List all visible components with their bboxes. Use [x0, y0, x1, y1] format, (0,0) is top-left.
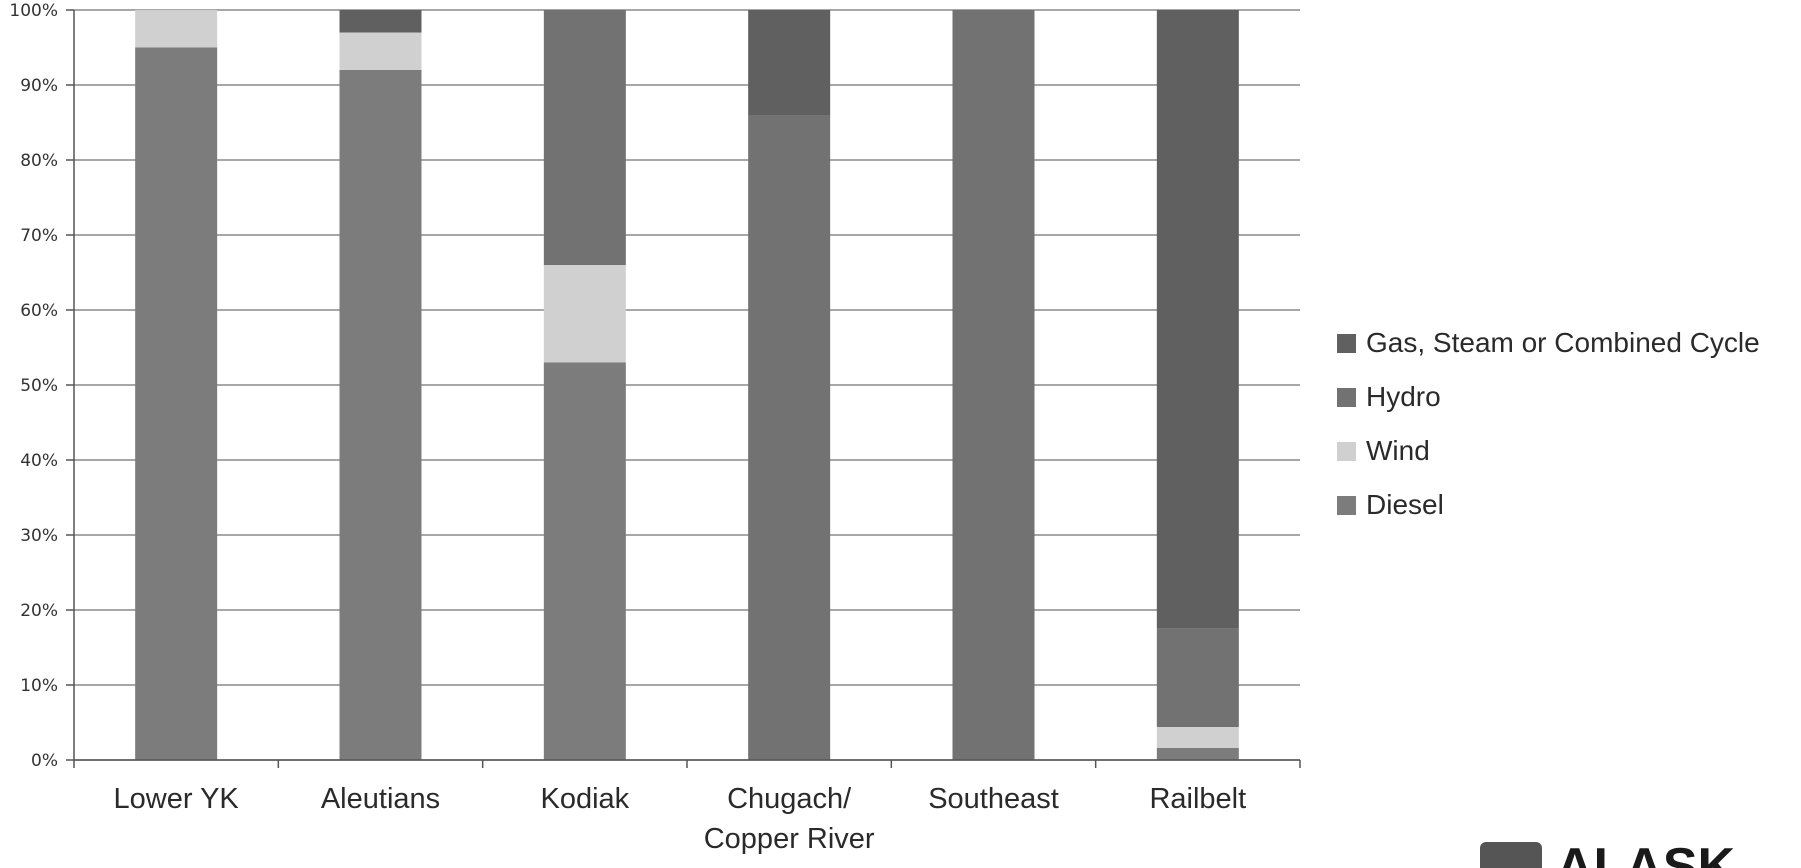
bar-segment-diesel	[135, 47, 218, 760]
category-label: Kodiak	[540, 783, 629, 815]
category-label: Aleutians	[321, 783, 440, 815]
y-tick-label: 100%	[9, 1, 58, 21]
bar-segment-gas-steam-or-combined-cycle	[748, 10, 831, 115]
alaska-logo: ALASK	[1480, 838, 1736, 868]
category-label-line: Copper River	[704, 823, 875, 855]
bar-segment-hydro	[1156, 628, 1239, 727]
bar-segment-gas-steam-or-combined-cycle	[339, 10, 422, 33]
y-tick-label: 0%	[31, 751, 58, 771]
bar-segment-hydro	[748, 115, 831, 760]
bar-segment-diesel	[543, 362, 626, 760]
y-tick-label: 40%	[20, 451, 58, 471]
category-labels: Lower YK Aleutians Kodiak Chugach/Copper Ri…	[114, 783, 1247, 855]
bar-segment-gas-steam-or-combined-cycle	[1156, 10, 1239, 629]
category-label: Lower YK	[114, 783, 240, 815]
category-label: Chugach/Copper River	[704, 783, 875, 855]
bar-segment-wind	[135, 10, 218, 48]
gridlines	[74, 9, 1300, 761]
category-label-line: Railbelt	[1149, 783, 1246, 815]
legend-label: Wind	[1366, 435, 1430, 466]
category-label-line: Kodiak	[540, 783, 629, 815]
y-tick-label: 20%	[20, 601, 58, 621]
bar-segment-hydro	[952, 10, 1035, 760]
y-tick-label: 30%	[20, 526, 58, 546]
category-label-line: Lower YK	[114, 783, 240, 815]
category-label-line: Aleutians	[321, 783, 440, 815]
y-tick-label: 50%	[20, 376, 58, 396]
legend-swatch	[1337, 334, 1356, 353]
legend-swatch	[1337, 442, 1356, 461]
legend: Gas, Steam or Combined Cycle Hydro Wind Die…	[1337, 327, 1760, 520]
y-tick-label: 10%	[20, 676, 58, 696]
bars	[135, 10, 1239, 760]
category-label-line: Southeast	[928, 783, 1059, 815]
legend-swatch	[1337, 496, 1356, 515]
y-tick-labels: 0% 10% 20% 30% 40% 50% 60% 70% 80% 90% 100%	[9, 1, 58, 771]
logo-text: ALASK	[1556, 838, 1736, 868]
legend-swatch	[1337, 388, 1356, 407]
logo-mark	[1480, 842, 1542, 868]
category-label: Railbelt	[1149, 783, 1246, 815]
bar-segment-diesel	[1156, 748, 1239, 760]
bar-segment-diesel	[339, 70, 422, 760]
y-tick-label: 70%	[20, 226, 58, 246]
y-tick-label: 90%	[20, 76, 58, 96]
axes	[66, 9, 1301, 768]
y-tick-label: 60%	[20, 301, 58, 321]
y-tick-label: 80%	[20, 151, 58, 171]
bar-segment-wind	[1156, 727, 1239, 748]
bar-segment-hydro	[543, 10, 626, 265]
legend-label: Hydro	[1366, 381, 1441, 412]
bar-segment-wind	[339, 32, 422, 70]
legend-label: Diesel	[1366, 489, 1444, 520]
legend-label: Gas, Steam or Combined Cycle	[1366, 327, 1760, 358]
bar-segment-wind	[543, 265, 626, 363]
category-label-line: Chugach/	[727, 783, 852, 815]
category-label: Southeast	[928, 783, 1059, 815]
